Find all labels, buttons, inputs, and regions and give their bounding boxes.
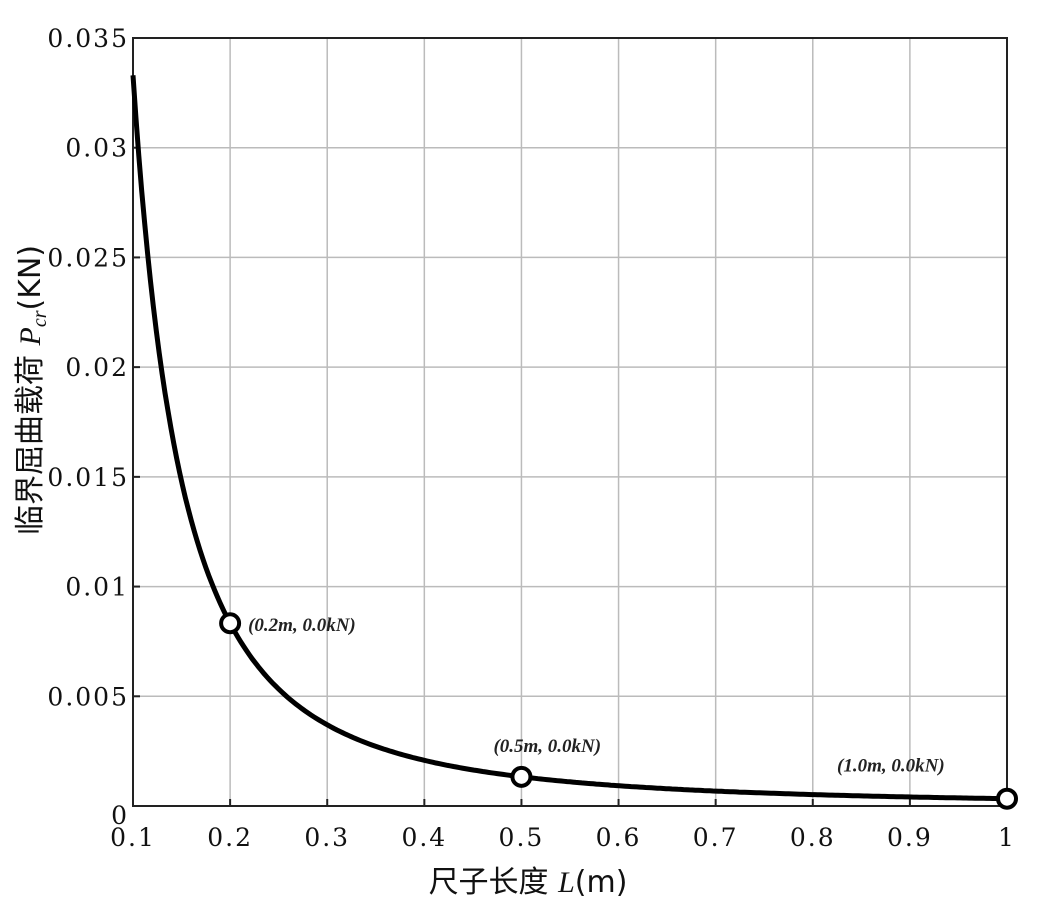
y-axis-label-subscript: cr: [29, 310, 51, 327]
x-tick-label: 0.5: [499, 823, 545, 852]
x-tick-label: 0.2: [207, 823, 253, 852]
x-axis-label-cn: 尺子长度: [429, 865, 549, 900]
y-axis-ticks: 0 0.005 0.01 0.015 0.02 0.025 0.03 0.035: [47, 24, 140, 830]
data-point-marker: [219, 612, 242, 635]
markers: (0.2m, 0.0kN) (0.5m, 0.0kN) (1.0m, 0.0kN): [219, 612, 1018, 810]
series-line: [130, 75, 1008, 802]
data-point-marker: [996, 787, 1018, 810]
y-tick-label: 0.025: [47, 243, 129, 272]
y-tick-label: 0.02: [65, 353, 129, 382]
data-point-marker: [510, 765, 533, 788]
y-tick-label: 0: [111, 801, 129, 830]
y-tick-label: 0.01: [65, 573, 129, 602]
y-tick-label: 0.035: [47, 24, 129, 53]
x-axis-ticks: 0.1 0.2 0.3 0.4 0.5 0.6 0.7 0.8 0.9 1: [110, 799, 1016, 852]
x-axis-label: 尺子长度 L(m): [429, 865, 628, 900]
x-axis-label-symbol: L: [557, 866, 575, 899]
x-tick-label: 0.4: [401, 823, 447, 852]
y-axis-label-symbol: P: [14, 327, 47, 346]
x-tick-label: 0.7: [693, 823, 739, 852]
data-point-annotation: (1.0m, 0.0kN): [837, 756, 945, 777]
y-tick-label: 0.015: [47, 463, 129, 492]
x-tick-label: 1: [998, 823, 1016, 852]
y-axis-label-unit: (KN): [13, 245, 48, 311]
x-tick-label: 0.8: [790, 823, 836, 852]
y-tick-label: 0.005: [47, 682, 129, 711]
x-tick-label: 0.6: [596, 823, 642, 852]
x-axis-label-unit: (m): [575, 865, 628, 900]
y-axis-label: 临界屈曲载荷 Pcr(KN): [13, 245, 51, 535]
data-point-annotation: (0.5m, 0.0kN): [493, 736, 601, 757]
x-tick-label: 0.1: [110, 823, 156, 852]
grid: [132, 37, 1008, 807]
y-axis-label-cn: 临界屈曲载荷: [13, 355, 48, 535]
plot-frame: [132, 37, 1008, 807]
data-point-annotation: (0.2m, 0.0kN): [248, 615, 356, 636]
x-tick-label: 0.3: [304, 823, 350, 852]
x-tick-label: 0.9: [887, 823, 933, 852]
y-tick-label: 0.03: [65, 134, 129, 163]
